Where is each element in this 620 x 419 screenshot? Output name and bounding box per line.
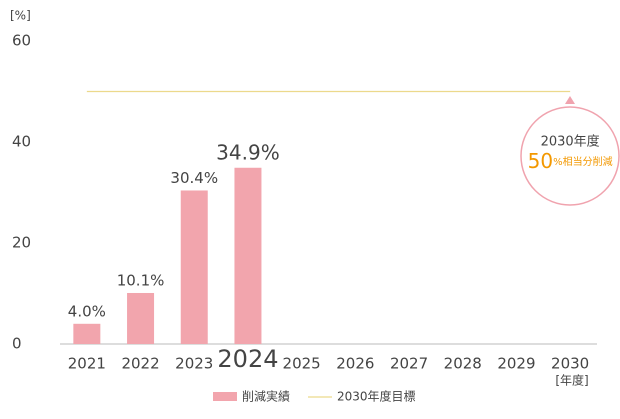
annotation-circle <box>520 106 620 206</box>
bar <box>180 190 208 344</box>
annotation-body: 50%相当分削減 <box>528 149 613 173</box>
x-tick-label: 2024 <box>217 345 278 373</box>
value-label: 4.0% <box>68 302 106 320</box>
x-axis-label: [年度] <box>555 373 588 388</box>
annotation-title: 2030年度 <box>541 134 600 150</box>
y-tick-label: 40 <box>12 133 31 151</box>
legend-label: 2030年度目標 <box>337 389 416 404</box>
x-tick-label: 2027 <box>390 355 428 373</box>
value-label: 30.4% <box>170 169 218 187</box>
bar <box>127 292 155 344</box>
x-tick-label: 2022 <box>121 355 159 373</box>
annotation-value: 50 <box>528 149 553 173</box>
y-tick-label: 0 <box>12 335 22 353</box>
annotation-text: %相当分削減 <box>553 155 613 168</box>
annotation-pointer <box>565 96 575 104</box>
x-tick-label: 2028 <box>444 355 482 373</box>
x-tick-label: 2025 <box>283 355 321 373</box>
bar <box>73 323 101 344</box>
y-unit-label: [%] <box>10 9 31 23</box>
value-label: 34.9% <box>216 140 280 164</box>
x-tick-label: 2029 <box>497 355 535 373</box>
value-label: 10.1% <box>117 271 165 289</box>
x-tick-label: 2023 <box>175 355 213 373</box>
legend-swatch <box>213 392 237 401</box>
y-tick-label: 60 <box>12 32 31 50</box>
legend-label: 削減実績 <box>242 389 290 404</box>
x-tick-label: 2021 <box>68 355 106 373</box>
bar <box>234 167 262 344</box>
x-tick-label: 2030 <box>551 355 589 373</box>
y-tick-label: 20 <box>12 234 31 252</box>
x-tick-label: 2026 <box>336 355 374 373</box>
